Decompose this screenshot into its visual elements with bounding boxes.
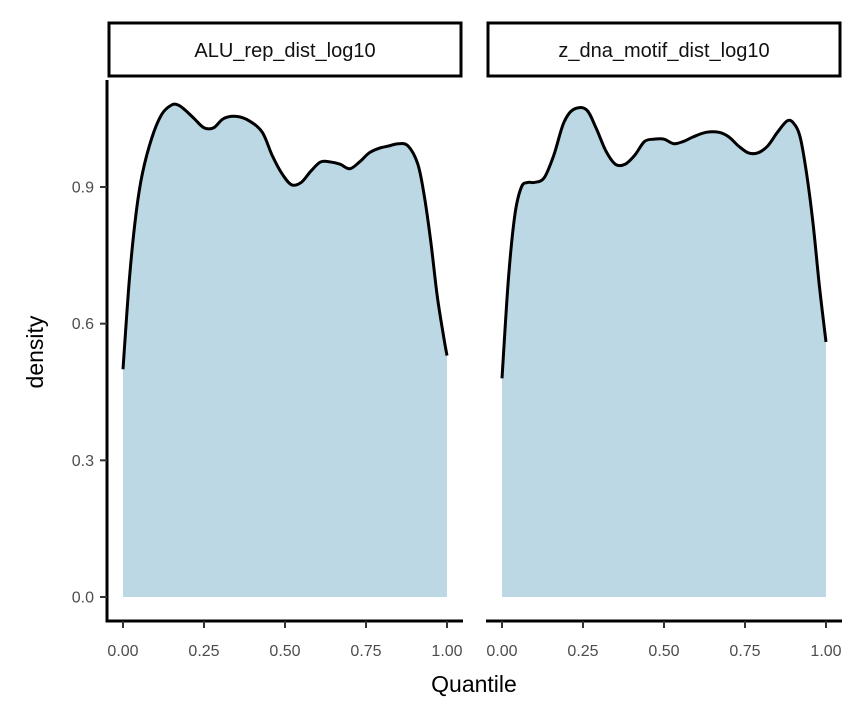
y-axis-title: density [22,315,48,388]
strip-box [486,21,842,78]
x-tick-label: 1.00 [810,643,841,660]
x-axis-title: Quantile [431,671,517,697]
y-tick-label: 0.9 [72,180,94,197]
density-line [500,106,828,379]
density-line [121,102,449,370]
x-tick-label: 0.25 [188,643,219,660]
x-tick-label: 0.75 [729,643,760,660]
x-tick-label: 1.00 [431,643,462,660]
density-area [123,104,447,597]
x-tick-label: 0.50 [269,643,300,660]
strip-box [107,21,463,78]
density-area [502,107,826,597]
y-tick-label: 0.0 [72,590,94,607]
x-tick-label: 0.50 [648,643,679,660]
x-tick-label: 0.25 [567,643,598,660]
strip-label: ALU_rep_dist_log10 [194,40,375,62]
strip-label: z_dna_motif_dist_log10 [558,40,769,62]
x-tick-label: 0.00 [486,643,517,660]
x-tick-label: 0.75 [350,643,381,660]
y-tick-label: 0.3 [72,453,94,470]
panel-2: z_dna_motif_dist_log10 0.00 0.25 0.50 0.75 1.… [486,21,842,660]
y-tick-label: 0.6 [72,316,94,333]
x-tick-label: 0.00 [107,643,138,660]
y-axis: 0.0 0.3 0.6 0.9 [72,80,109,623]
panel-1: ALU_rep_dist_log10 0.00 0.25 0.50 0.75 1.00 [107,21,463,660]
